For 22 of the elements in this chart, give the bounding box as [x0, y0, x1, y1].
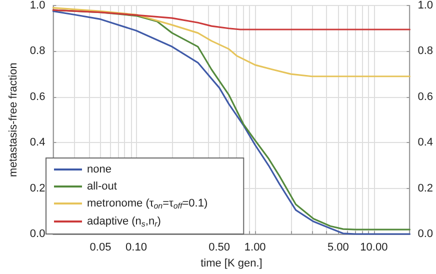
legend-label: all-out [87, 180, 117, 192]
x-tick-label: 5.00 [327, 242, 349, 254]
y-tick-label: 0.0 [30, 228, 46, 240]
x-axis-title: time [K gen.] [200, 258, 262, 270]
y-tick-label: 0.4 [30, 136, 46, 149]
y-tick-label: 0.6 [30, 90, 46, 103]
x-tick-label: 10.00 [360, 242, 388, 254]
legend-label: none [87, 164, 112, 176]
y2-tick-label: 0.2 [418, 182, 434, 194]
x-tick-label: 1.00 [244, 242, 266, 254]
x-tick-label: 0.10 [126, 242, 147, 254]
y2-tick-label: 1.0 [418, 0, 434, 12]
y-tick-label: 0.8 [30, 45, 46, 58]
y-axis-title: metastasis-free fraction [8, 62, 20, 177]
y2-tick-label: 0.6 [418, 90, 434, 103]
x-tick-label: 0.05 [90, 242, 112, 254]
y-tick-label: 1.0 [30, 0, 46, 12]
x-tick-label: 0.50 [208, 242, 230, 254]
y-tick-label: 0.2 [30, 182, 46, 194]
y2-tick-label: 0.8 [418, 45, 434, 58]
y2-tick-label: 0.0 [418, 228, 434, 240]
y2-tick-label: 0.4 [418, 136, 434, 149]
